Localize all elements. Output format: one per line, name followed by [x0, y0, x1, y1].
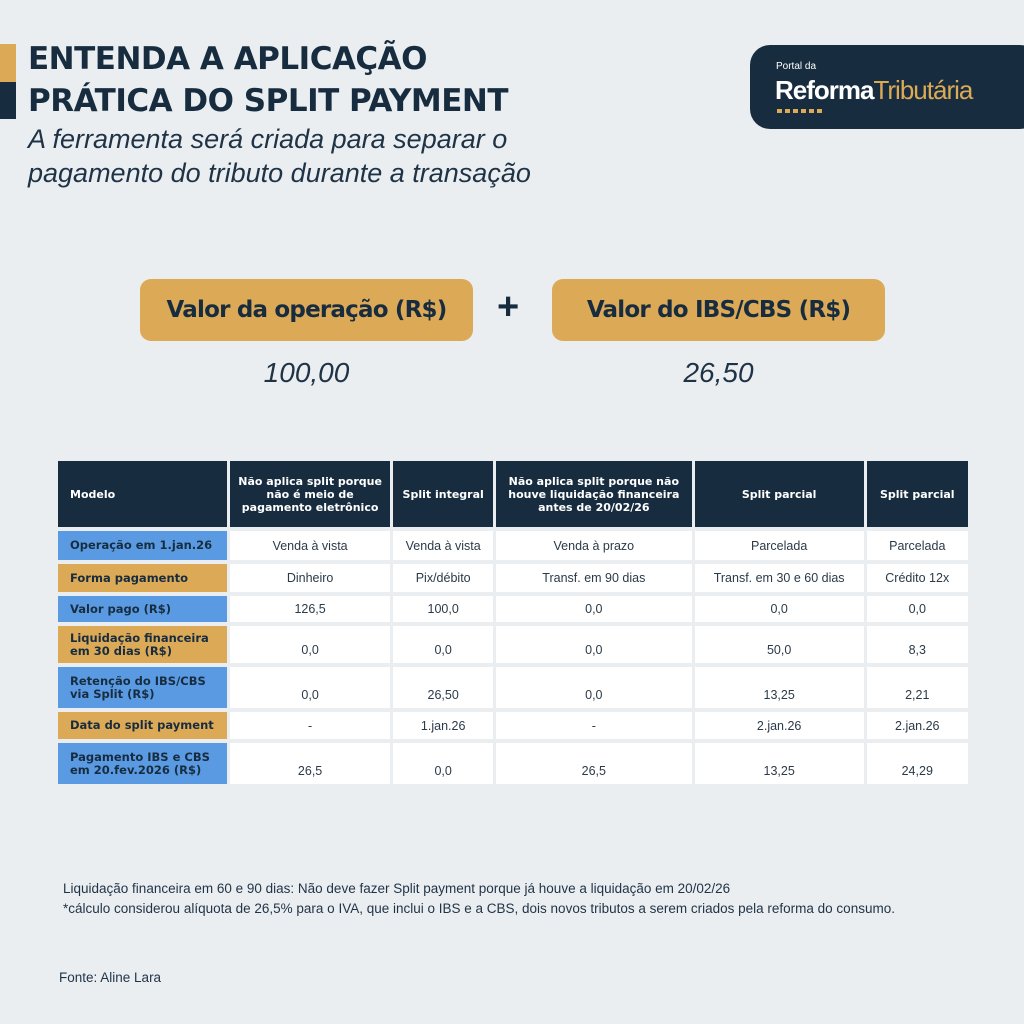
table-cell: 0,0	[495, 626, 692, 663]
table-cell: 50,0	[694, 626, 864, 663]
table-cell: Crédito 12x	[866, 564, 968, 592]
table-row: Pagamento IBS e CBS em 20.fev.2026 (R$) …	[58, 743, 968, 784]
table-row: Valor pago (R$) 126,5 100,0 0,0 0,0 0,0	[58, 596, 968, 622]
table-cell: Parcelada	[694, 531, 864, 560]
table-cell: Venda à vista	[229, 531, 391, 560]
column-header: Não aplica split porque não houve liquid…	[495, 461, 692, 527]
table-cell: 2.jan.26	[694, 712, 864, 739]
table-cell: 0,0	[495, 667, 692, 708]
row-label: Liquidação financeira em 30 dias (R$)	[58, 626, 227, 663]
footnote: *cálculo considerou alíquota de 26,5% pa…	[63, 901, 895, 916]
footnotes: Liquidação financeira em 60 e 90 dias: N…	[63, 880, 983, 920]
accent-bar-navy	[0, 82, 16, 119]
logo-dots-decoration	[777, 109, 822, 113]
column-header: Split parcial	[866, 461, 968, 527]
table-row: Retenção do IBS/CBS via Split (R$) 0,0 2…	[58, 667, 968, 708]
source-credit: Fonte: Aline Lara	[59, 970, 162, 985]
table-row: Data do split payment - 1.jan.26 - 2.jan…	[58, 712, 968, 739]
column-header: Modelo	[58, 461, 227, 527]
table-cell: 26,50	[393, 667, 493, 708]
row-label: Forma pagamento	[58, 564, 227, 592]
table-header-row: Modelo Não aplica split porque não é mei…	[58, 461, 968, 527]
table-cell: 0,0	[694, 596, 864, 622]
table-cell: Venda à vista	[393, 531, 493, 560]
table-cell: Transf. em 90 dias	[495, 564, 692, 592]
table-cell: 2.jan.26	[866, 712, 968, 739]
table-cell: 26,5	[229, 743, 391, 784]
plus-icon: +	[497, 286, 520, 328]
table-row: Forma pagamento Dinheiro Pix/débito Tran…	[58, 564, 968, 592]
column-header: Split integral	[393, 461, 493, 527]
table-cell: 100,0	[393, 596, 493, 622]
footnote: Liquidação financeira em 60 e 90 dias: N…	[63, 881, 731, 896]
column-header: Não aplica split porque não é meio de pa…	[229, 461, 391, 527]
table-cell: 0,0	[393, 743, 493, 784]
row-label: Pagamento IBS e CBS em 20.fev.2026 (R$)	[58, 743, 227, 784]
table-cell: Pix/débito	[393, 564, 493, 592]
table-cell: 0,0	[393, 626, 493, 663]
table-cell: Transf. em 30 e 60 dias	[694, 564, 864, 592]
table-cell: 13,25	[694, 667, 864, 708]
table-cell: 26,5	[495, 743, 692, 784]
table-cell: 0,0	[229, 667, 391, 708]
accent-bar-gold	[0, 44, 16, 82]
table-cell: 0,0	[866, 596, 968, 622]
table-cell: Venda à prazo	[495, 531, 692, 560]
title-line-2: PRÁTICA DO SPLIT PAYMENT	[28, 83, 509, 119]
table-cell: -	[495, 712, 692, 739]
row-label: Data do split payment	[58, 712, 227, 739]
brand-logo: Portal da ReformaTributária	[750, 45, 1024, 129]
operation-value-label: Valor da operação (R$)	[140, 279, 473, 341]
table-cell: 2,21	[866, 667, 968, 708]
tax-value-label: Valor do IBS/CBS (R$)	[552, 279, 885, 341]
logo-word-tributaria: Tributária	[873, 75, 973, 105]
table-cell: 13,25	[694, 743, 864, 784]
table-cell: 8,3	[866, 626, 968, 663]
table-cell: Parcelada	[866, 531, 968, 560]
title-line-1: ENTENDA A APLICAÇÃO	[28, 41, 428, 77]
page-title: ENTENDA A APLICAÇÃO PRÁTICA DO SPLIT PAY…	[28, 38, 509, 122]
logo-prefix: Portal da	[776, 61, 817, 72]
table-cell: 0,0	[229, 626, 391, 663]
table-cell: 0,0	[495, 596, 692, 622]
table-cell: -	[229, 712, 391, 739]
tax-value: 26,50	[683, 357, 754, 388]
row-label: Retenção do IBS/CBS via Split (R$)	[58, 667, 227, 708]
subtitle-line-2: pagamento do tributo durante a transação	[28, 158, 531, 188]
logo-word-reforma: Reforma	[775, 75, 874, 105]
split-payment-table: Modelo Não aplica split porque não é mei…	[55, 457, 971, 788]
table-cell: 24,29	[866, 743, 968, 784]
table-row: Operação em 1.jan.26 Venda à vista Venda…	[58, 531, 968, 560]
page-subtitle: A ferramenta será criada para separar o …	[28, 122, 531, 190]
operation-value: 100,00	[263, 357, 350, 388]
column-header: Split parcial	[694, 461, 864, 527]
table-cell: 126,5	[229, 596, 391, 622]
subtitle-line-1: A ferramenta será criada para separar o	[28, 124, 508, 154]
table-cell: Dinheiro	[229, 564, 391, 592]
table-row: Liquidação financeira em 30 dias (R$) 0,…	[58, 626, 968, 663]
row-label: Operação em 1.jan.26	[58, 531, 227, 560]
row-label: Valor pago (R$)	[58, 596, 227, 622]
logo-wordmark: ReformaTributária	[775, 75, 973, 106]
table-cell: 1.jan.26	[393, 712, 493, 739]
